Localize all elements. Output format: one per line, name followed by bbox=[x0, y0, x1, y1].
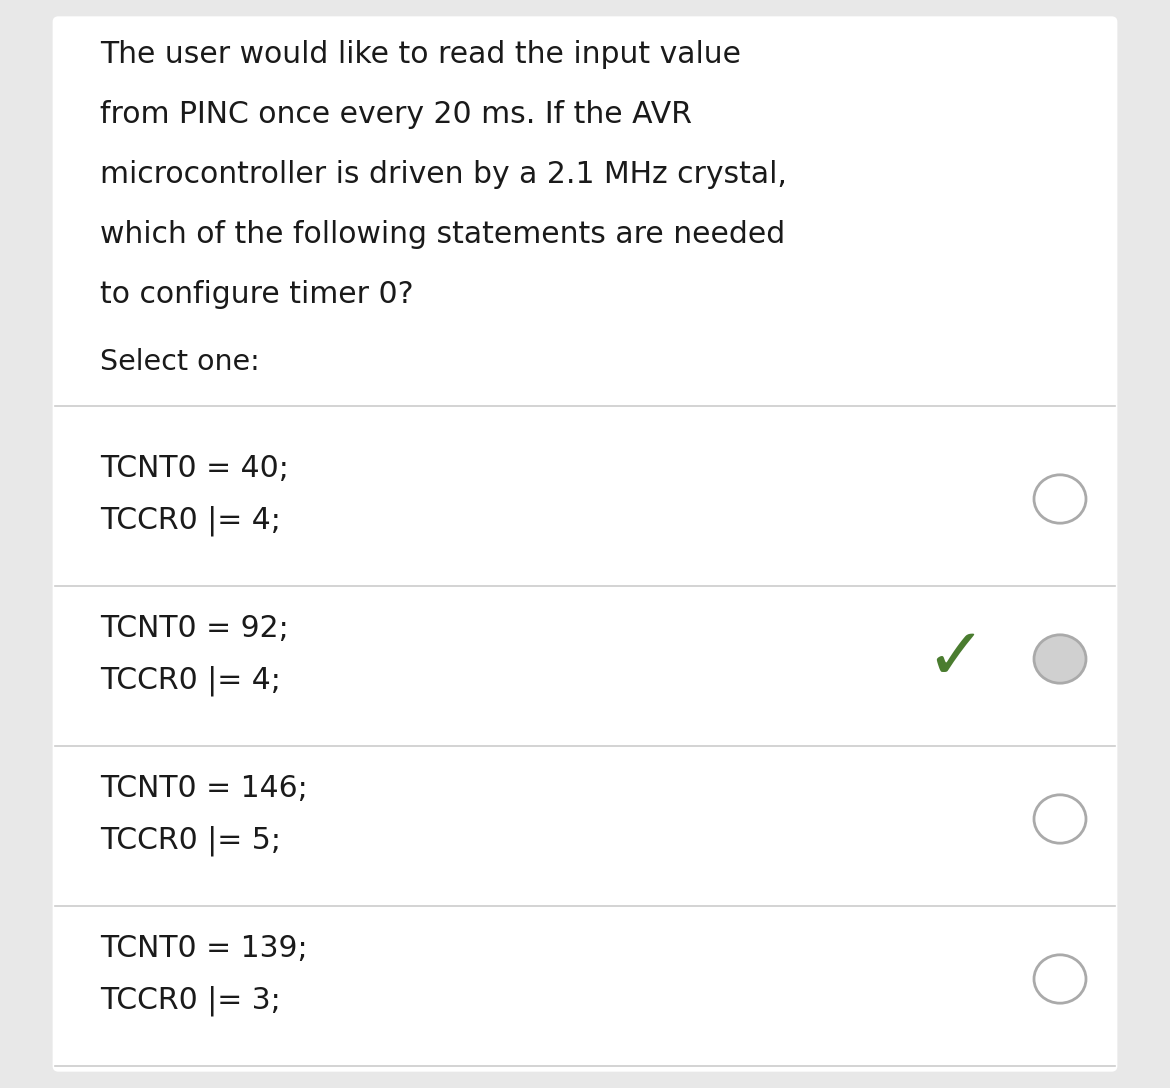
Text: TCNT0 = 92;: TCNT0 = 92; bbox=[99, 614, 289, 643]
Text: TCNT0 = 139;: TCNT0 = 139; bbox=[99, 934, 308, 963]
Text: TCCR0 |= 3;: TCCR0 |= 3; bbox=[99, 986, 281, 1016]
Text: The user would like to read the input value: The user would like to read the input va… bbox=[99, 40, 741, 69]
Text: TCCR0 |= 4;: TCCR0 |= 4; bbox=[99, 506, 281, 536]
Text: TCNT0 = 146;: TCNT0 = 146; bbox=[99, 774, 308, 803]
Text: which of the following statements are needed: which of the following statements are ne… bbox=[99, 220, 785, 249]
Text: ✓: ✓ bbox=[924, 625, 985, 693]
Text: TCNT0 = 40;: TCNT0 = 40; bbox=[99, 454, 289, 483]
Text: to configure timer 0?: to configure timer 0? bbox=[99, 280, 414, 309]
Text: microcontroller is driven by a 2.1 MHz crystal,: microcontroller is driven by a 2.1 MHz c… bbox=[99, 160, 787, 189]
Text: TCCR0 |= 4;: TCCR0 |= 4; bbox=[99, 666, 281, 696]
Text: from PINC once every 20 ms. If the AVR: from PINC once every 20 ms. If the AVR bbox=[99, 100, 691, 129]
Text: Select one:: Select one: bbox=[99, 348, 260, 376]
Text: TCCR0 |= 5;: TCCR0 |= 5; bbox=[99, 826, 281, 856]
